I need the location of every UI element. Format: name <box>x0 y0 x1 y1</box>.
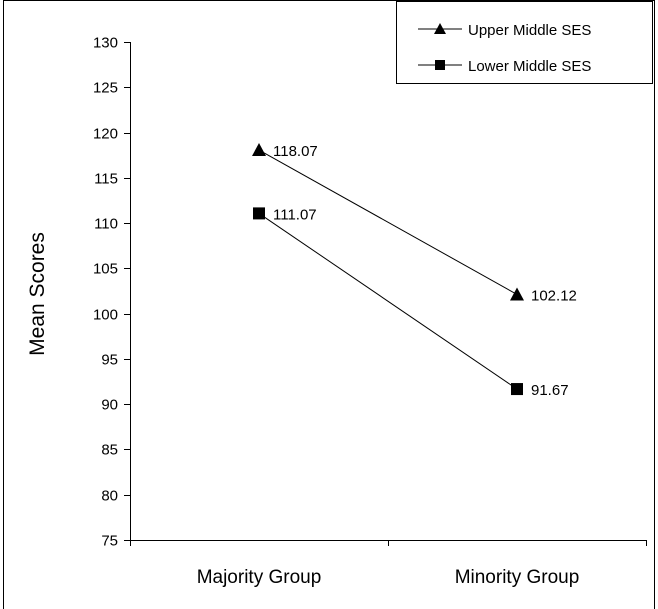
y-tick-label: 85 <box>101 442 118 459</box>
legend-square-icon <box>435 60 445 70</box>
series-line-upper <box>258 149 518 295</box>
y-tick-label: 90 <box>101 397 118 414</box>
y-tick-label: 100 <box>93 307 118 324</box>
y-tick-label: 125 <box>93 80 118 97</box>
data-label: 111.07 <box>273 206 317 223</box>
data-label: 102.12 <box>531 287 577 304</box>
legend-entry-lower: Lower Middle SES <box>418 58 591 75</box>
x-tick-label: Minority Group <box>455 567 580 588</box>
y-axis-title: Mean Scores <box>26 232 49 356</box>
axes: 75 80 85 90 95 100 105 110 115 120 125 130 Majority … <box>93 35 647 588</box>
series-line-lower <box>258 212 518 390</box>
y-tick-label: 75 <box>101 533 118 550</box>
y-tick-label: 80 <box>101 488 118 505</box>
y-tick-label: 105 <box>93 261 118 278</box>
data-label: 91.67 <box>531 382 569 399</box>
y-tick-label: 120 <box>93 126 118 143</box>
data-point-triangle <box>252 143 266 157</box>
data-labels: 118.07 102.12 111.07 91.67 <box>273 143 577 399</box>
y-tick-label: 95 <box>101 352 118 369</box>
data-point-triangle <box>510 287 524 301</box>
legend-entry-upper: Upper Middle SES <box>418 22 591 39</box>
legend: Upper Middle SES Lower Middle SES <box>396 1 653 84</box>
legend-triangle-icon <box>434 23 446 34</box>
data-point-square <box>511 383 523 396</box>
y-tick-label: 115 <box>94 171 118 188</box>
y-tick-label: 110 <box>94 216 118 233</box>
legend-label-upper: Upper Middle SES <box>468 22 591 39</box>
y-tick-label: 130 <box>93 35 118 52</box>
data-label: 118.07 <box>273 143 318 160</box>
series <box>252 143 524 396</box>
data-point-square <box>253 207 265 220</box>
x-tick-label: Majority Group <box>197 567 322 588</box>
legend-label-lower: Lower Middle SES <box>468 58 591 75</box>
